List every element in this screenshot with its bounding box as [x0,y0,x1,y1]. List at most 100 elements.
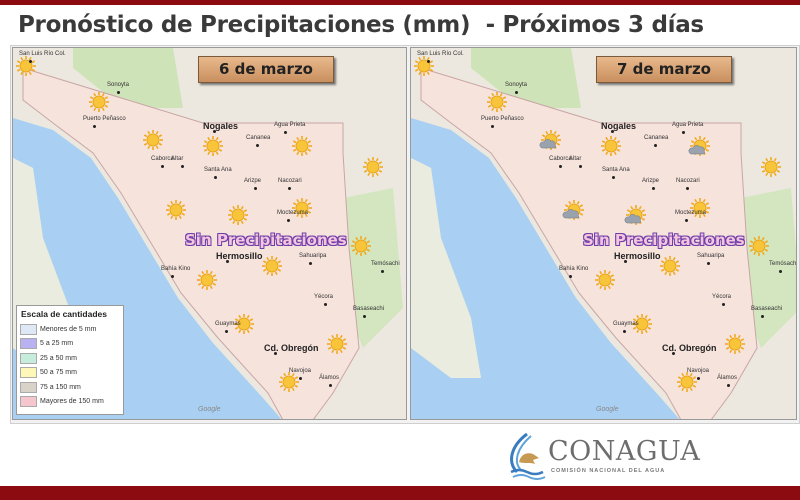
city-marker [559,165,562,168]
city-marker [117,91,120,94]
park-area [471,48,581,108]
city-label: Sahuaripa [697,253,725,259]
legend-item: 25 a 50 mm [17,351,123,366]
city-marker [287,219,290,222]
city-label: Caborca [549,156,572,162]
city-label: Santa Ana [602,167,630,173]
city-marker [254,187,257,190]
sun-icon [414,56,434,76]
city-marker [329,384,332,387]
sun-icon [89,92,109,112]
city-marker [491,125,494,128]
city-label: Nacozari [676,178,700,184]
city-marker [181,165,184,168]
city-label: Álamos [319,375,340,381]
city-marker [256,144,259,147]
city-label: Cananea [246,135,271,141]
city-marker [707,262,710,265]
city-marker [761,315,764,318]
sun-icon [143,130,163,150]
city-marker [727,384,730,387]
sun-icon [234,314,254,334]
legend-swatch [20,396,37,408]
city-label: Bahía Kino [559,266,589,272]
city-marker [93,125,96,128]
city-label: Temósachi [769,261,797,267]
legend-label: 75 a 150 mm [40,383,81,391]
top-accent-bar [0,0,800,5]
city-marker [652,187,655,190]
city-label: Arizpe [642,178,660,184]
city-label: Hermosillo [614,251,661,261]
legend-swatch [20,367,37,379]
city-marker [686,187,689,190]
legend-item: Menores de 5 mm [17,322,123,337]
city-marker [624,260,627,263]
city-marker [309,262,312,265]
legend-label: Menores de 5 mm [40,325,97,333]
city-label: Hermosillo [216,251,263,261]
legend-label: Mayores de 150 mm [40,398,104,406]
city-marker [213,130,216,133]
city-marker [569,275,572,278]
city-marker [161,165,164,168]
sun-icon [660,256,680,276]
legend-swatch [20,323,37,335]
legend-swatch [20,381,37,393]
city-label: Navojoa [289,368,312,374]
baja-california [411,158,481,378]
city-label: San Luis Río Col. [19,51,66,57]
sun-icon [677,372,697,392]
city-marker [29,60,32,63]
city-label: Basaseachi [751,306,783,312]
date-label: 6 de marzo [198,56,334,83]
city-label: Agua Prieta [672,122,704,128]
city-label: Puerto Peñasco [83,116,126,122]
city-label: Nogales [203,121,239,131]
legend-label: 50 a 75 mm [40,369,77,377]
city-label: Cd. Obregón [264,343,319,353]
city-marker [685,219,688,222]
sun-icon [279,372,299,392]
city-marker [284,131,287,134]
city-label: Nacozari [278,178,302,184]
conagua-emblem-icon [510,432,546,480]
legend-item: 5 a 25 mm [17,337,123,352]
city-label: Santa Ana [204,167,232,173]
city-label: Temósachi [371,261,400,267]
partly-cloudy-icon [562,200,584,220]
city-marker [672,352,675,355]
city-label: Sonoyta [107,82,130,88]
map-day-2: San Luis Río Col. Sonoyta Puerto Peñasco No… [410,47,797,420]
city-label: San Luis Río Col. [417,51,464,57]
city-label: Caborca [151,156,174,162]
city-marker [214,176,217,179]
legend-label: 25 a 50 mm [40,354,77,362]
city-marker [171,275,174,278]
city-marker [623,330,626,333]
city-marker [427,60,430,63]
gulf-of-california [411,118,680,419]
sun-icon [725,334,745,354]
city-label: Moctezuma [675,210,707,216]
sun-icon [203,136,223,156]
sonora-state [22,67,360,419]
city-marker [324,303,327,306]
city-marker [579,165,582,168]
city-marker [363,315,366,318]
sun-icon [690,198,710,218]
city-marker [226,260,229,263]
sun-icon [601,136,621,156]
sun-icon [632,314,652,334]
sun-icon [761,157,781,177]
city-marker [611,130,614,133]
legend-item: 50 a 75 mm [17,366,123,381]
sun-icon [487,92,507,112]
legend-label: 5 a 25 mm [40,340,74,348]
city-label: Agua Prieta [274,122,306,128]
park-area [73,48,183,108]
city-marker [515,91,518,94]
sun-icon [197,270,217,290]
city-label: Sahuaripa [299,253,327,259]
conagua-logo: CONAGUA COMISIÓN NACIONAL DEL AGUA [505,432,705,480]
